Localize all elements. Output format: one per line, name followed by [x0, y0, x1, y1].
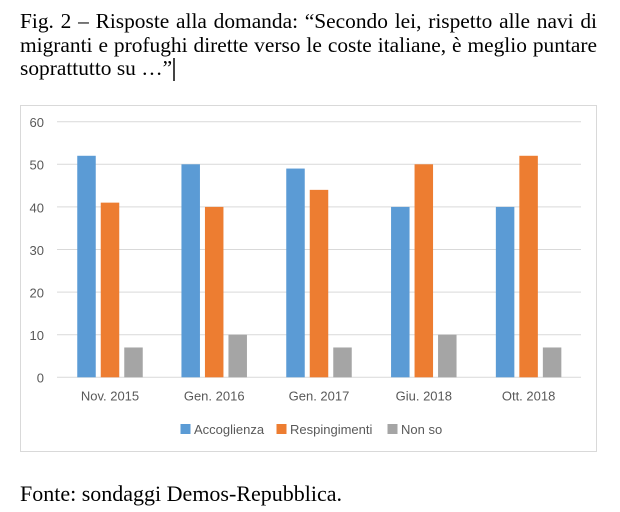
svg-text:60: 60: [30, 115, 44, 130]
svg-text:Respingimenti: Respingimenti: [290, 422, 372, 437]
svg-text:0: 0: [37, 371, 44, 386]
svg-text:Accoglienza: Accoglienza: [194, 422, 265, 437]
svg-text:10: 10: [30, 328, 44, 343]
svg-text:20: 20: [30, 286, 44, 301]
svg-text:50: 50: [30, 158, 44, 173]
svg-text:Giu. 2018: Giu. 2018: [396, 389, 452, 404]
svg-text:40: 40: [30, 200, 44, 215]
svg-text:Gen. 2016: Gen. 2016: [184, 389, 245, 404]
svg-text:Ott. 2018: Ott. 2018: [502, 389, 555, 404]
svg-text:Non so: Non so: [401, 422, 442, 437]
svg-text:Gen. 2017: Gen. 2017: [289, 389, 350, 404]
svg-text:Nov. 2015: Nov. 2015: [81, 389, 139, 404]
svg-text:30: 30: [30, 243, 44, 258]
